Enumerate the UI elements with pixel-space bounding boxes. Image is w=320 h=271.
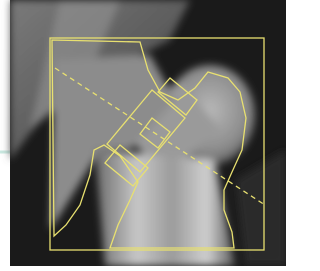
- dxa-hip-scan: [0, 0, 286, 266]
- page: {}: [0, 0, 286, 266]
